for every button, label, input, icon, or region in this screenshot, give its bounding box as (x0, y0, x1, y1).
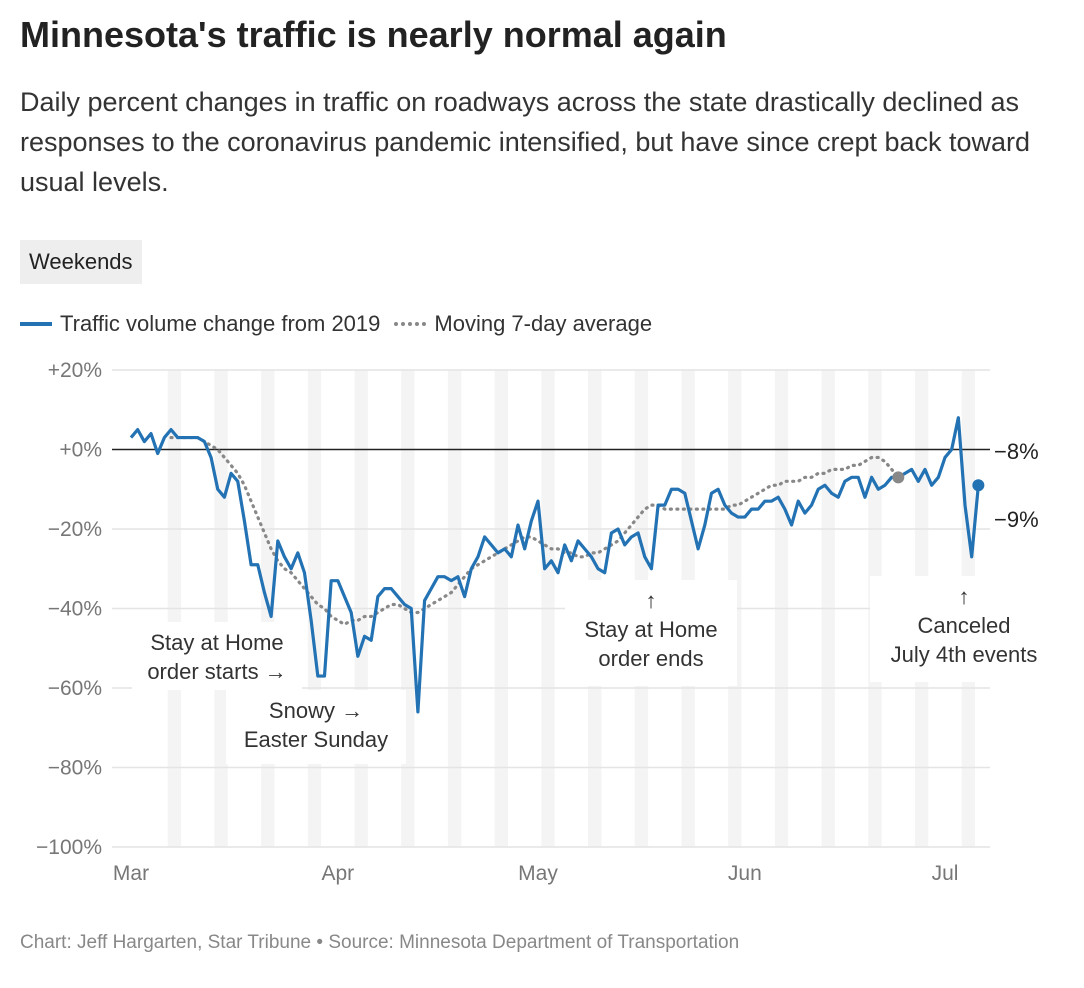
annotation-line: Stay at Home (584, 617, 718, 642)
y-tick-label: −40% (48, 598, 102, 621)
moving-average-line (169, 435, 900, 626)
annotation-line: order starts → (147, 659, 287, 684)
y-tick-label: −100% (36, 836, 102, 859)
legend-label-average: Moving 7-day average (434, 311, 653, 336)
traffic-volume-line (129, 416, 980, 714)
annotation-line: Snowy → (268, 698, 364, 723)
chart-credit: Chart: Jeff Hargarten, Star Tribune • So… (20, 932, 740, 953)
annotation-line: Stay at Home (150, 630, 284, 655)
average-end-point (892, 471, 905, 484)
legend-swatch-solid (20, 322, 52, 326)
annotation-line: ↑ (958, 584, 970, 609)
legend: Traffic volume change from 2019 Moving 7… (20, 308, 666, 340)
annotation: ↑ Canceled July 4th events (870, 576, 1058, 682)
legend-item-traffic: Traffic volume change from 2019 (20, 311, 380, 337)
x-tick-label: Jul (932, 862, 959, 885)
y-tick-label: −80% (48, 757, 102, 780)
annotation-line: order ends (598, 646, 704, 671)
chart-title: Minnesota's traffic is nearly normal aga… (20, 14, 727, 55)
legend-swatch-dotted (394, 322, 427, 326)
annotation-line: Canceled (917, 613, 1011, 638)
annotation-line: Easter Sunday (243, 727, 389, 752)
chart-subtitle: Daily percent changes in traffic on road… (20, 87, 1031, 197)
average-end-label: −8% (994, 439, 1039, 464)
y-tick-label: +0% (59, 439, 102, 462)
annotation: Snowy → Easter Sunday (226, 690, 406, 764)
annotation: Stay at Home order starts → (132, 622, 302, 690)
line-chart: +20% +0% −20% −40% −60% −80% −100% Mar Apr May Ju… (36, 359, 1039, 885)
y-tick-label: +20% (48, 359, 102, 382)
x-tick-label: May (518, 862, 558, 885)
traffic-end-label: −9% (994, 507, 1039, 532)
traffic-end-point (972, 479, 985, 492)
y-tick-label: −20% (48, 518, 102, 541)
legend-item-average: Moving 7-day average (394, 311, 652, 337)
x-tick-label: Jun (728, 862, 762, 885)
x-tick-label: Apr (321, 862, 354, 885)
annotation-line: July 4th events (890, 642, 1038, 667)
y-tick-label: −60% (48, 677, 102, 700)
annotation: ↑ Stay at Home order ends (565, 580, 737, 686)
weekends-toggle-button[interactable]: Weekends (20, 240, 142, 284)
legend-label-traffic: Traffic volume change from 2019 (60, 311, 381, 336)
annotation-line: ↑ (645, 588, 657, 613)
x-tick-label: Mar (113, 862, 149, 885)
